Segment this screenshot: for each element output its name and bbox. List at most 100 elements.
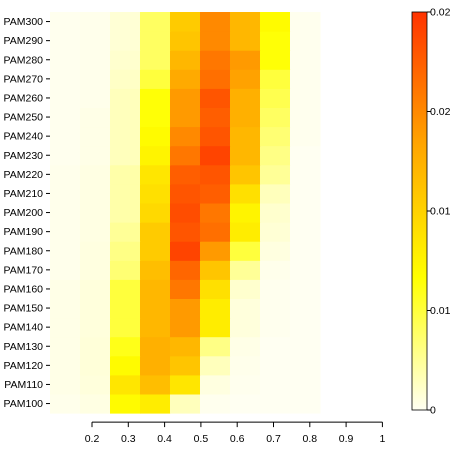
heatmap-cell bbox=[50, 336, 81, 357]
heatmap-cell bbox=[290, 183, 321, 204]
heatmap-cell bbox=[200, 12, 231, 32]
colorbar-tick-label: 0.02 bbox=[430, 7, 451, 19]
heatmap-cell bbox=[200, 145, 231, 166]
heatmap-cell bbox=[140, 279, 171, 299]
colorbar-tick-label: 0.01 bbox=[430, 305, 451, 317]
heatmap-cell bbox=[110, 183, 141, 204]
colorbar-gradient bbox=[411, 11, 428, 411]
heatmap-cell bbox=[110, 126, 141, 147]
heatmap-cell bbox=[290, 145, 321, 166]
heatmap-cell bbox=[260, 260, 291, 280]
heatmap-cell bbox=[110, 298, 141, 319]
heatmap-cell bbox=[290, 164, 321, 185]
heatmap-cell bbox=[290, 12, 321, 32]
heatmap-cell bbox=[170, 336, 201, 357]
heatmap-cell bbox=[50, 50, 81, 70]
heatmap-cell bbox=[50, 145, 81, 166]
heatmap-cell bbox=[50, 69, 81, 89]
y-tick-label: PAM210 bbox=[4, 188, 44, 200]
heatmap-cell bbox=[230, 145, 261, 166]
heatmap-cell bbox=[110, 50, 141, 70]
heatmap-cell bbox=[80, 317, 111, 338]
heatmap-cell bbox=[50, 164, 81, 185]
heatmap-cell bbox=[170, 107, 201, 128]
y-tick-label: PAM270 bbox=[4, 73, 44, 85]
heatmap-cell bbox=[140, 260, 171, 280]
heatmap-cell bbox=[200, 107, 231, 128]
heatmap-cell bbox=[200, 298, 231, 319]
heatmap-cell bbox=[110, 12, 141, 32]
heatmap-cell bbox=[230, 50, 261, 70]
x-tick-label: 0.9 bbox=[339, 433, 354, 445]
heatmap-cell bbox=[200, 183, 231, 204]
heatmap-cell bbox=[230, 279, 261, 299]
y-tick-label: PAM240 bbox=[4, 131, 44, 143]
heatmap-cell bbox=[230, 260, 261, 280]
heatmap-cell bbox=[140, 298, 171, 319]
x-axis-labels: 0.2 0.3 0.4 0.5 0.6 0.7 0.8 0.9 1 bbox=[85, 433, 386, 445]
heatmap-cell bbox=[290, 107, 321, 128]
heatmap-cell bbox=[170, 31, 201, 51]
heatmap-cell bbox=[290, 88, 321, 108]
heatmap-cell bbox=[170, 126, 201, 147]
y-tick-label: PAM290 bbox=[4, 35, 44, 47]
heatmap-cell bbox=[260, 69, 291, 89]
y-tick-label: PAM230 bbox=[4, 150, 44, 162]
heatmap-cell bbox=[230, 222, 261, 242]
heatmap-cell bbox=[140, 145, 171, 166]
y-tick-label: PAM220 bbox=[4, 169, 44, 181]
heatmap-cell bbox=[290, 355, 321, 376]
heatmap-cell bbox=[260, 126, 291, 147]
heatmap-cell bbox=[80, 374, 111, 395]
heatmap-cell bbox=[140, 394, 171, 414]
heatmap-cell bbox=[290, 126, 321, 147]
heatmap-cell bbox=[170, 374, 201, 395]
heatmap-cell bbox=[230, 355, 261, 376]
y-tick-label: PAM280 bbox=[4, 54, 44, 66]
y-tick-label: PAM150 bbox=[4, 303, 44, 315]
x-tick-label: 0.6 bbox=[230, 433, 245, 445]
heatmap-cell bbox=[80, 31, 111, 51]
heatmap-cell bbox=[230, 69, 261, 89]
heatmap-cell bbox=[200, 317, 231, 338]
heatmap-cell bbox=[290, 222, 321, 242]
heatmap-cell bbox=[200, 394, 231, 414]
heatmap-cell bbox=[230, 31, 261, 51]
x-tick-label: 0.3 bbox=[121, 433, 136, 445]
heatmap-cell bbox=[260, 88, 291, 108]
y-tick-label: PAM180 bbox=[4, 245, 44, 257]
heatmap-cell bbox=[260, 279, 291, 299]
heatmap-cell bbox=[140, 164, 171, 185]
heatmap-cell bbox=[80, 355, 111, 376]
heatmap-cell bbox=[50, 394, 81, 414]
heatmap-cell bbox=[80, 107, 111, 128]
heatmap-cell bbox=[140, 183, 171, 204]
heatmap-cell bbox=[110, 317, 141, 338]
heatmap-cell bbox=[260, 222, 291, 242]
heatmap-cell bbox=[170, 183, 201, 204]
heatmap-cell bbox=[230, 317, 261, 338]
heatmap-cell bbox=[260, 241, 291, 261]
heatmap-cell bbox=[260, 374, 291, 395]
y-tick-label: PAM250 bbox=[4, 112, 44, 124]
heatmap-cell bbox=[260, 317, 291, 338]
heatmap-cell bbox=[80, 394, 111, 414]
heatmap-cell bbox=[200, 279, 231, 299]
x-tick-label: 1 bbox=[379, 433, 385, 445]
heatmap-cell bbox=[50, 279, 81, 299]
heatmap-cell bbox=[200, 241, 231, 261]
heatmap-cell bbox=[260, 394, 291, 414]
colorbar-tick-label: 0.02 bbox=[430, 106, 451, 118]
heatmap-cell bbox=[140, 241, 171, 261]
y-axis-ticks bbox=[46, 21, 50, 405]
heatmap-cell bbox=[170, 241, 201, 261]
heatmap-cell bbox=[140, 31, 171, 51]
heatmap-cell bbox=[290, 31, 321, 51]
heatmap-cell bbox=[290, 260, 321, 280]
y-tick-label: PAM130 bbox=[4, 341, 44, 353]
heatmap-cell bbox=[140, 355, 171, 376]
heatmap-cell bbox=[110, 164, 141, 185]
heatmap-cell bbox=[80, 203, 111, 223]
heatmap-cell bbox=[290, 394, 321, 414]
y-tick-label: PAM110 bbox=[4, 379, 43, 391]
